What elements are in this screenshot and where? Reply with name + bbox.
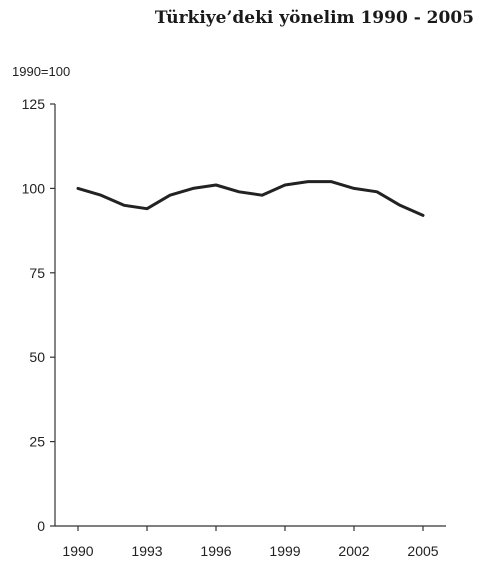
y-tick-label: 100 [22,180,46,196]
y-tick-label: 50 [29,349,45,365]
data-point [76,187,80,190]
y-ticks: 0 25 50 75 100 125 [22,96,55,534]
data-point [329,180,333,183]
x-tick-label: 1996 [200,543,231,559]
data-point [260,193,264,197]
data-point [237,190,241,193]
data-point [168,193,172,197]
data-point [122,204,126,207]
y-axis-unit-label: 1990=100 [12,64,71,79]
y-tick-label: 25 [29,434,45,450]
data-point [191,187,195,190]
plot-area [76,180,425,217]
chart-title: Türkiye’deki yönelim 1990 - 2005 [154,8,474,28]
x-ticks: 1990 1993 1996 1999 2002 2005 [62,526,439,559]
data-point [398,204,402,207]
x-tick-label: 1993 [131,543,162,559]
data-point [99,193,103,197]
y-tick-label: 125 [22,96,46,112]
x-tick-label: 2005 [407,543,438,559]
data-point [145,207,149,210]
x-tick-label: 1990 [62,543,93,559]
x-tick-label: 1999 [269,543,300,559]
data-point [375,190,379,193]
data-point [214,183,218,187]
data-point [306,180,310,183]
data-point [283,183,287,187]
y-tick-label: 75 [29,265,45,281]
data-point [421,214,425,217]
axes [54,104,446,527]
y-tick-label: 0 [37,518,45,534]
series-line [76,180,425,217]
x-tick-label: 2002 [338,543,369,559]
data-point [352,187,356,190]
